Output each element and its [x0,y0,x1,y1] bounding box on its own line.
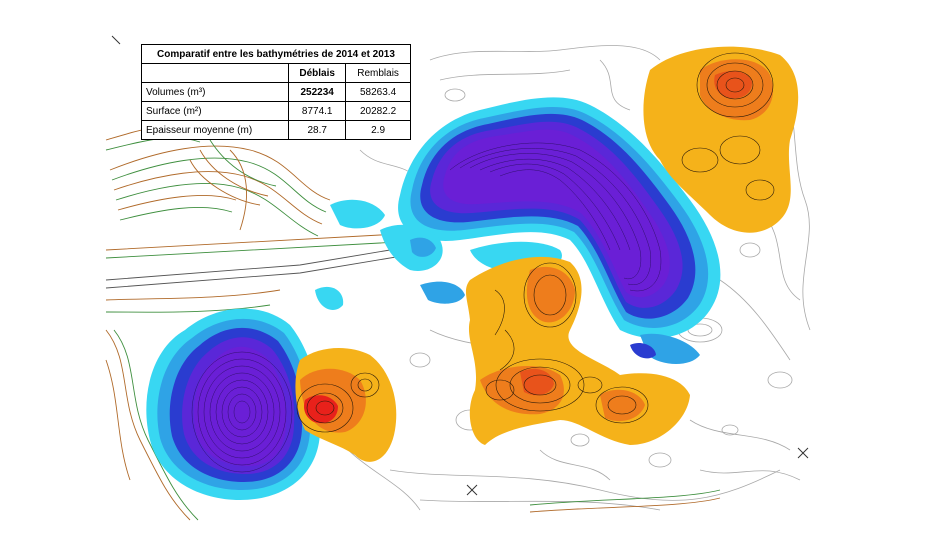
table-title: Comparatif entre les bathymétries de 201… [141,44,411,64]
x-marker-1 [466,484,478,496]
table-row: Volumes (m³) 252234 58263.4 [140,82,411,102]
row-label-surface: Surface (m²) [140,101,290,121]
row-label-epaisseur: Epaisseur moyenne (m) [140,120,290,140]
comparison-table: Comparatif entre les bathymétries de 201… [140,44,411,140]
fill-zone-left [295,348,397,462]
table-row: Surface (m²) 8774.1 20282.2 [140,101,411,121]
column-header-deblais: Déblais [288,63,347,83]
column-header-remblais: Remblais [345,63,411,83]
table-header-empty [140,63,290,83]
x-marker-2 [797,447,809,459]
fill-zone-central [465,256,690,445]
x-markers [466,447,809,496]
cell-volumes-remblais: 58263.4 [345,82,411,102]
corner-mark [111,35,121,45]
table-row: Epaisseur moyenne (m) 28.7 2.9 [140,120,411,140]
fill-zone-top-right [643,46,799,233]
cell-epaisseur-deblais: 28.7 [288,120,347,140]
cell-surface-deblais: 8774.1 [288,101,347,121]
cut-zone-left [146,308,321,500]
cell-surface-remblais: 20282.2 [345,101,411,121]
row-label-volumes: Volumes (m³) [140,82,290,102]
land-contours [105,125,721,521]
cell-volumes-deblais: 252234 [288,82,347,102]
cell-epaisseur-remblais: 2.9 [345,120,411,140]
cut-zone-central [398,97,721,339]
